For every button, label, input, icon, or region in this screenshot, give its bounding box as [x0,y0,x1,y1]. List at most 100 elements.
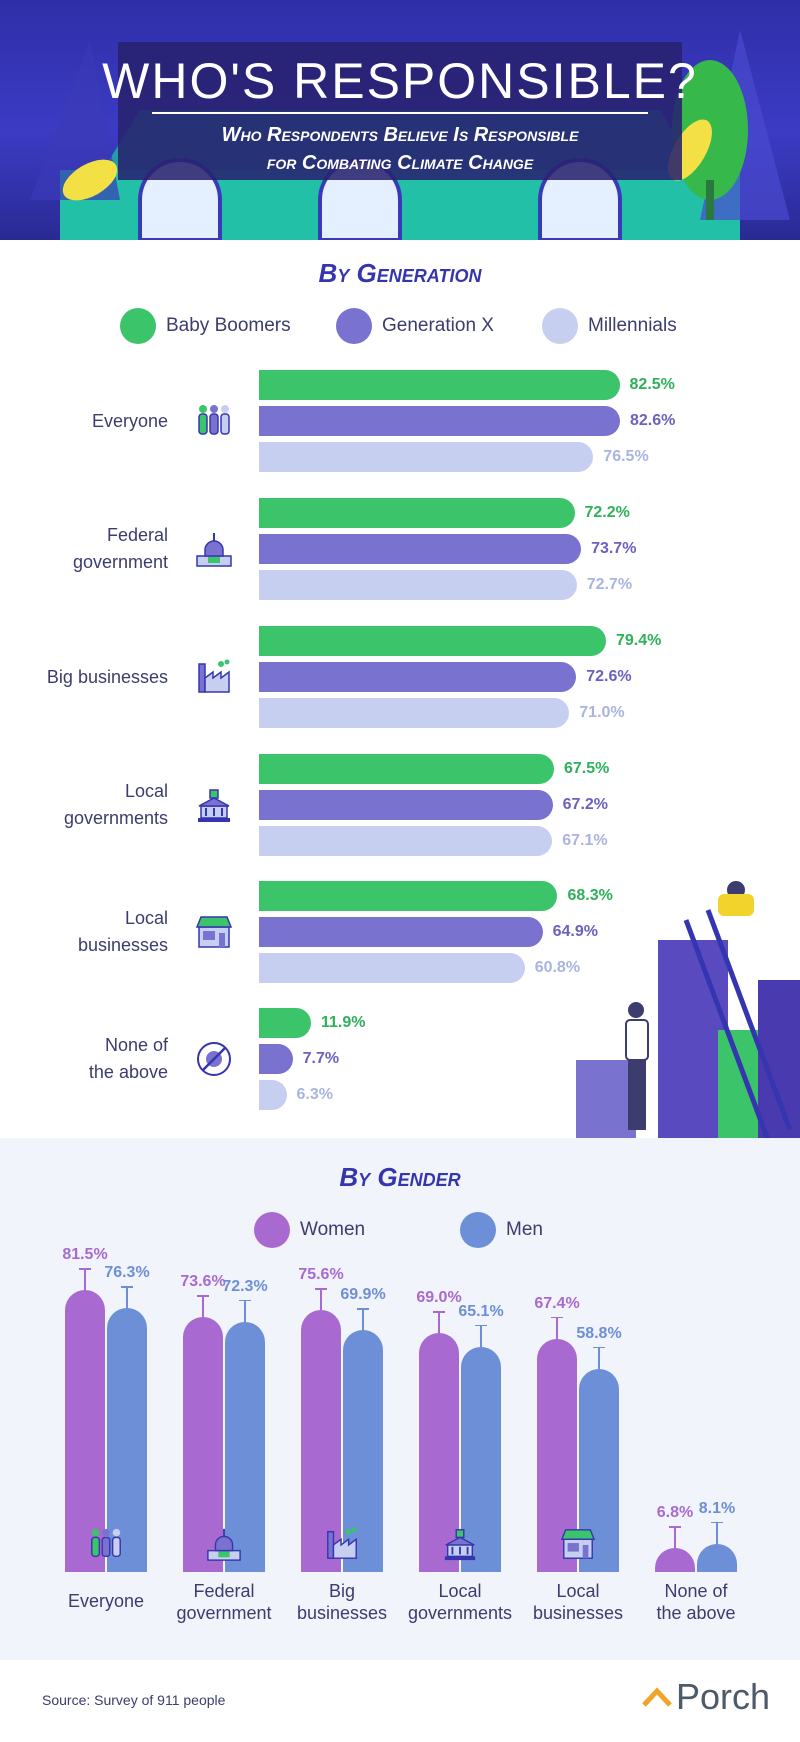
category-label-line: Big [328,1581,355,1601]
value-label-none-of-the-above-generation-x: 7.7% [302,1050,340,1067]
error-bar-federal-government-women [202,1295,204,1320]
legend-item-women: Women [254,1212,365,1248]
factory-icon [195,658,233,696]
error-bar-everyone-men [126,1286,128,1310]
category-label-line: Big businesses [46,666,168,687]
value-label-none-of-the-above-women: 6.8% [656,1504,694,1522]
legend-label-women: Women [300,1219,366,1240]
category-label-local-governments: Local governments [400,1580,520,1624]
category-label-federal-government: Federal government [164,1580,284,1624]
bar-big-businesses-baby-boomers [259,626,606,656]
storefront-icon [556,1526,600,1562]
title-underline [152,112,648,114]
value-label-local-businesses-baby-boomers: 68.3% [567,887,613,904]
error-cap-federal-government-men [239,1299,251,1302]
porch-roof-icon [642,1687,672,1707]
value-label-local-governments-men: 65.1% [458,1302,504,1320]
error-cap-everyone-men [121,1286,133,1288]
brand-name: Porch [676,1676,771,1717]
page-subtitle-line2: for Combating Climate Change [266,152,534,174]
error-bar-local-governments-men [480,1324,482,1349]
bar-everyone-generation-x [259,406,620,436]
error-cap-local-businesses-men [593,1346,605,1349]
category-label-line: government [72,552,168,572]
category-label-line: Federal [193,1581,255,1601]
value-label-local-businesses-men: 58.8% [576,1324,622,1342]
value-label-everyone-millennials: 76.5% [603,448,649,465]
legend-item-generation-x: Generation X [336,308,494,344]
bar-everyone-millennials [259,442,594,472]
value-label-federal-government-women: 73.6% [180,1273,226,1291]
legend-label-baby-boomers: Baby Boomers [166,315,291,336]
category-label-line: Everyone [67,1591,145,1611]
error-bar-local-businesses-men [598,1346,600,1371]
category-label-line: businesses [532,1603,624,1623]
brand-logo: Porch [642,1676,770,1718]
legend-item-baby-boomers: Baby Boomers [120,308,291,344]
category-label-line: governments [63,808,168,828]
bar-big-businesses-generation-x [259,662,577,692]
category-label-big-businesses: Big businesses [282,1580,402,1624]
value-label-federal-government-baby-boomers: 72.2% [584,504,630,521]
bar-federal-government-women [183,1317,223,1572]
bar-everyone-baby-boomers [259,370,620,400]
bar-local-businesses-millennials [259,953,525,983]
bar-none-of-the-above-women [655,1548,695,1572]
civic-building-icon [438,1526,482,1562]
value-label-everyone-baby-boomers: 82.5% [629,376,675,393]
category-label-line: Local [556,1581,600,1601]
category-label-line: businesses [77,935,168,955]
category-label-federal-government: Federal government [38,522,168,576]
error-bar-none-of-the-above-men [716,1521,718,1546]
value-label-everyone-men: 76.3% [104,1264,150,1281]
value-label-big-businesses-men: 69.9% [340,1286,386,1304]
legend-label-generation-x: Generation X [382,315,494,336]
capitol-icon [202,1526,246,1562]
value-label-local-governments-women: 69.0% [416,1289,462,1307]
category-label-none-of-the-above: None of the above [636,1580,756,1624]
legend-swatch-generation-x [336,308,372,344]
value-label-big-businesses-millennials: 71.0% [579,704,625,721]
bar-none-of-the-above-baby-boomers [259,1008,311,1038]
category-label-big-businesses: Big businesses [38,664,168,691]
bar-local-governments-men [461,1346,501,1572]
category-label-line: Everyone [91,410,168,431]
error-cap-local-governments-men [475,1324,487,1327]
bar-everyone-women [65,1290,105,1572]
value-label-local-businesses-women: 67.4% [534,1294,580,1312]
none-icon [195,1040,233,1078]
value-label-none-of-the-above-men: 8.1% [698,1499,736,1517]
bar-federal-government-millennials [259,570,577,600]
factory-icon [320,1526,364,1562]
bar-federal-government-generation-x [259,534,582,564]
value-label-local-governments-generation-x: 67.2% [562,796,609,813]
value-label-local-businesses-millennials: 60.8% [534,959,581,976]
value-label-federal-government-generation-x: 73.7% [591,540,637,557]
category-label-line: None of [104,1035,168,1055]
error-bar-big-businesses-women [320,1288,322,1313]
value-label-federal-government-millennials: 72.7% [586,576,633,593]
bar-local-businesses-baby-boomers [259,881,558,911]
legend-swatch-women [254,1212,290,1248]
legend-swatch-millennials [542,308,578,344]
category-label-line: Federal [106,525,168,545]
category-label-line: Local [124,781,168,801]
legend-swatch-baby-boomers [120,308,156,344]
error-bar-everyone-women [84,1268,86,1292]
category-label-local-businesses: Local businesses [518,1580,638,1624]
bar-big-businesses-millennials [259,698,570,728]
error-cap-federal-government-women [197,1295,209,1297]
legend-label-men: Men [506,1219,543,1240]
value-label-everyone-generation-x: 82.6% [629,412,676,429]
people-icon [84,1526,128,1562]
value-label-big-businesses-women: 75.6% [298,1266,344,1284]
category-label-line: the above [88,1062,168,1082]
error-bar-local-businesses-women [556,1316,558,1341]
capitol-icon [195,530,233,568]
category-label-line: Local [438,1581,482,1601]
bar-everyone-men [107,1308,147,1572]
category-label-local-businesses: Local businesses [38,905,168,959]
value-label-local-businesses-generation-x: 64.9% [552,923,598,940]
bar-none-of-the-above-generation-x [259,1044,293,1074]
gender-section-title: By Gender [339,1162,461,1192]
